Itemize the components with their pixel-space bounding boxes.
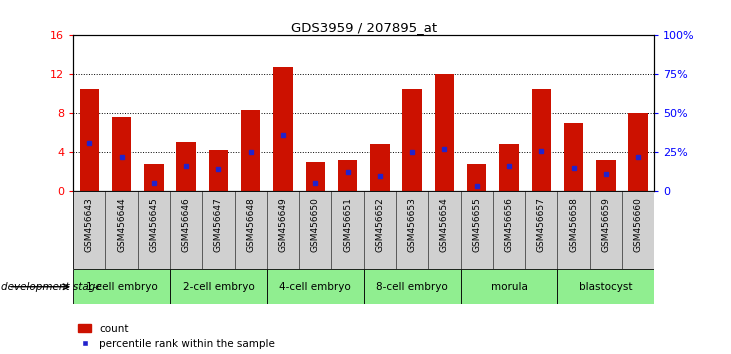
Text: GSM456649: GSM456649 [279,198,287,252]
Bar [176,142,196,191]
Bar [209,150,228,191]
Text: 8-cell embryo: 8-cell embryo [376,282,448,292]
Text: blastocyst: blastocyst [579,282,632,292]
Text: GSM456656: GSM456656 [504,198,513,252]
Bar [564,123,583,191]
Bar [338,160,357,191]
Text: GSM456645: GSM456645 [149,198,159,252]
Bar [73,269,170,304]
Bar [499,144,518,191]
Bar [435,74,454,191]
Bar [596,160,616,191]
Text: GSM456653: GSM456653 [408,198,417,252]
Text: GSM456655: GSM456655 [472,198,481,252]
Text: GSM456651: GSM456651 [343,198,352,252]
Text: GSM456654: GSM456654 [440,198,449,252]
Text: GSM456643: GSM456643 [85,198,94,252]
Bar [402,89,422,191]
Text: GSM456652: GSM456652 [375,198,385,252]
Bar [370,144,390,191]
Text: GSM456647: GSM456647 [214,198,223,252]
Bar [306,162,325,191]
Title: GDS3959 / 207895_at: GDS3959 / 207895_at [291,21,436,34]
Bar [273,67,292,191]
Bar [267,269,363,304]
Text: GSM456657: GSM456657 [537,198,546,252]
Bar [170,269,267,304]
Bar [629,113,648,191]
Text: GSM456646: GSM456646 [181,198,191,252]
Bar [467,164,486,191]
Bar [144,164,164,191]
Bar [80,89,99,191]
Text: 1-cell embryo: 1-cell embryo [86,282,157,292]
Bar [241,110,260,191]
Text: GSM456650: GSM456650 [311,198,319,252]
Bar [364,269,461,304]
Text: development stage: development stage [1,282,102,292]
Bar [531,89,551,191]
Bar [461,269,557,304]
Text: GSM456659: GSM456659 [602,198,610,252]
Text: 4-cell embryo: 4-cell embryo [279,282,351,292]
Text: GSM456658: GSM456658 [569,198,578,252]
Text: GSM456648: GSM456648 [246,198,255,252]
Text: 2-cell embryo: 2-cell embryo [183,282,254,292]
Text: GSM456644: GSM456644 [117,198,126,252]
Text: morula: morula [491,282,527,292]
Bar [557,269,654,304]
Bar [112,117,132,191]
Legend: count, percentile rank within the sample: count, percentile rank within the sample [78,324,275,349]
Text: GSM456660: GSM456660 [634,198,643,252]
